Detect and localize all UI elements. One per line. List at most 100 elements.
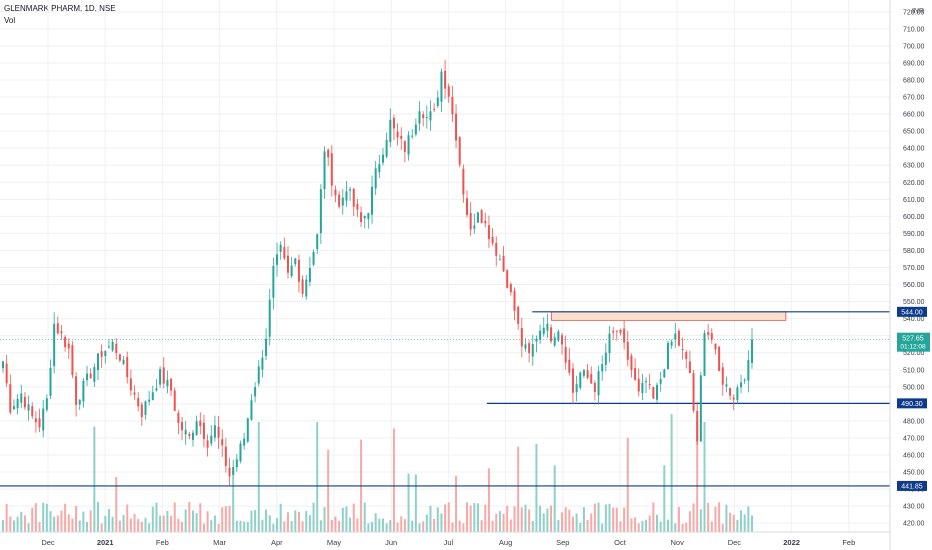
price-axis[interactable]: INR 720.00 710.00 700.00 690.00 680.00 670.00… [889, 0, 932, 550]
candle-body [550, 327, 553, 342]
volume-bar [206, 511, 209, 532]
volume-bar [484, 504, 487, 532]
time-axis[interactable]: Dec 2021 Feb Mar Apr May Jun Jul Aug Sep Oct Nov Dec… [0, 531, 890, 547]
volume-bar [743, 514, 746, 532]
volume-bar [276, 518, 279, 532]
candle-body [586, 370, 589, 378]
y-tick-label: 610.00 [903, 197, 925, 204]
candle-body [250, 400, 253, 420]
candle-body [243, 438, 246, 446]
volume-bar [381, 518, 384, 532]
volume-bar [721, 523, 724, 532]
volume-bar [184, 509, 187, 532]
volume-bar [747, 506, 750, 532]
volume-bar [338, 520, 341, 532]
candle-body [294, 258, 297, 265]
x-tick-label: Jun [385, 538, 397, 547]
candle-body [122, 359, 125, 364]
candle-body [312, 251, 315, 265]
candle-body [513, 290, 516, 311]
volume-bar [542, 513, 545, 532]
candle-body [564, 346, 567, 363]
x-tick-label: Aug [499, 538, 512, 547]
x-tick-label: Feb [842, 538, 855, 547]
volume-bar [181, 521, 184, 532]
candle-body [623, 328, 626, 343]
candle-body [352, 188, 355, 207]
volume-bar [45, 503, 48, 532]
volume-label: Vol [4, 16, 16, 25]
candle-body [641, 382, 644, 394]
candle-body [422, 114, 425, 119]
volume-bar [656, 514, 659, 532]
candle-body [232, 466, 235, 475]
candle-body [677, 330, 680, 346]
y-tick-label: 590.00 [903, 231, 925, 238]
volume-bar [557, 519, 560, 532]
x-tick-label: Nov [671, 538, 685, 547]
candle-body [601, 364, 604, 372]
candle-body [447, 86, 450, 97]
volume-bar [235, 520, 238, 532]
volume-bar [34, 503, 37, 532]
volume-bar [166, 511, 169, 532]
candle-body [619, 329, 622, 333]
volume-bar [217, 523, 220, 532]
volume-bar [265, 509, 268, 532]
volume-bar [286, 512, 289, 532]
volume-bar [232, 469, 235, 532]
volume-bar [436, 507, 439, 532]
candle-body [498, 259, 501, 261]
candle-body [86, 373, 89, 381]
candle-body [202, 422, 205, 439]
candle-body [670, 341, 673, 346]
volume-bar [685, 522, 688, 532]
volume-bar [38, 522, 41, 532]
volume-bar [53, 516, 56, 532]
candle-body [191, 432, 194, 440]
candle-body [531, 344, 534, 357]
volume-bar [96, 502, 99, 532]
supply-zone[interactable] [550, 311, 787, 321]
symbol-line: GLENMARK PHARM, 1D, NSE [4, 4, 116, 13]
volume-bar [517, 446, 520, 532]
volume-bar [16, 516, 19, 532]
candle-body [714, 343, 717, 350]
candle-body [20, 393, 23, 403]
volume-bar [608, 503, 611, 532]
candle-body [42, 408, 45, 431]
volume-bar [327, 449, 330, 532]
y-tick-label: 600.00 [903, 214, 925, 221]
candle-body [144, 401, 147, 415]
volume-bar [407, 473, 410, 532]
candle-body [334, 189, 337, 196]
volume-bar [272, 523, 275, 532]
candle-body [451, 96, 454, 115]
candle-body [414, 124, 417, 135]
candle-body [107, 346, 110, 348]
volume-bar [27, 523, 30, 532]
volume-bar [491, 520, 494, 532]
volume-bar [367, 523, 370, 532]
volume-bar [615, 507, 618, 532]
candle-body [476, 212, 479, 223]
volume-bar [305, 510, 308, 532]
volume-bar [341, 507, 344, 532]
candle-body [166, 379, 169, 387]
volume-bar [473, 503, 476, 532]
candle-body [27, 404, 30, 411]
volume-bar [520, 507, 523, 532]
volume-bar [133, 513, 136, 532]
volume-bar [261, 519, 264, 532]
candle-body [381, 154, 384, 163]
candle-body [148, 399, 151, 402]
horizontal-levels[interactable] [0, 311, 890, 487]
volume-bar [750, 515, 754, 532]
y-tick-label: 620.00 [903, 180, 925, 187]
candle-body [217, 426, 220, 438]
volume-bar [363, 502, 366, 532]
candle-body [699, 375, 702, 442]
countdown-timer: 01:12:08 [900, 344, 926, 351]
volume-bar [648, 515, 651, 532]
